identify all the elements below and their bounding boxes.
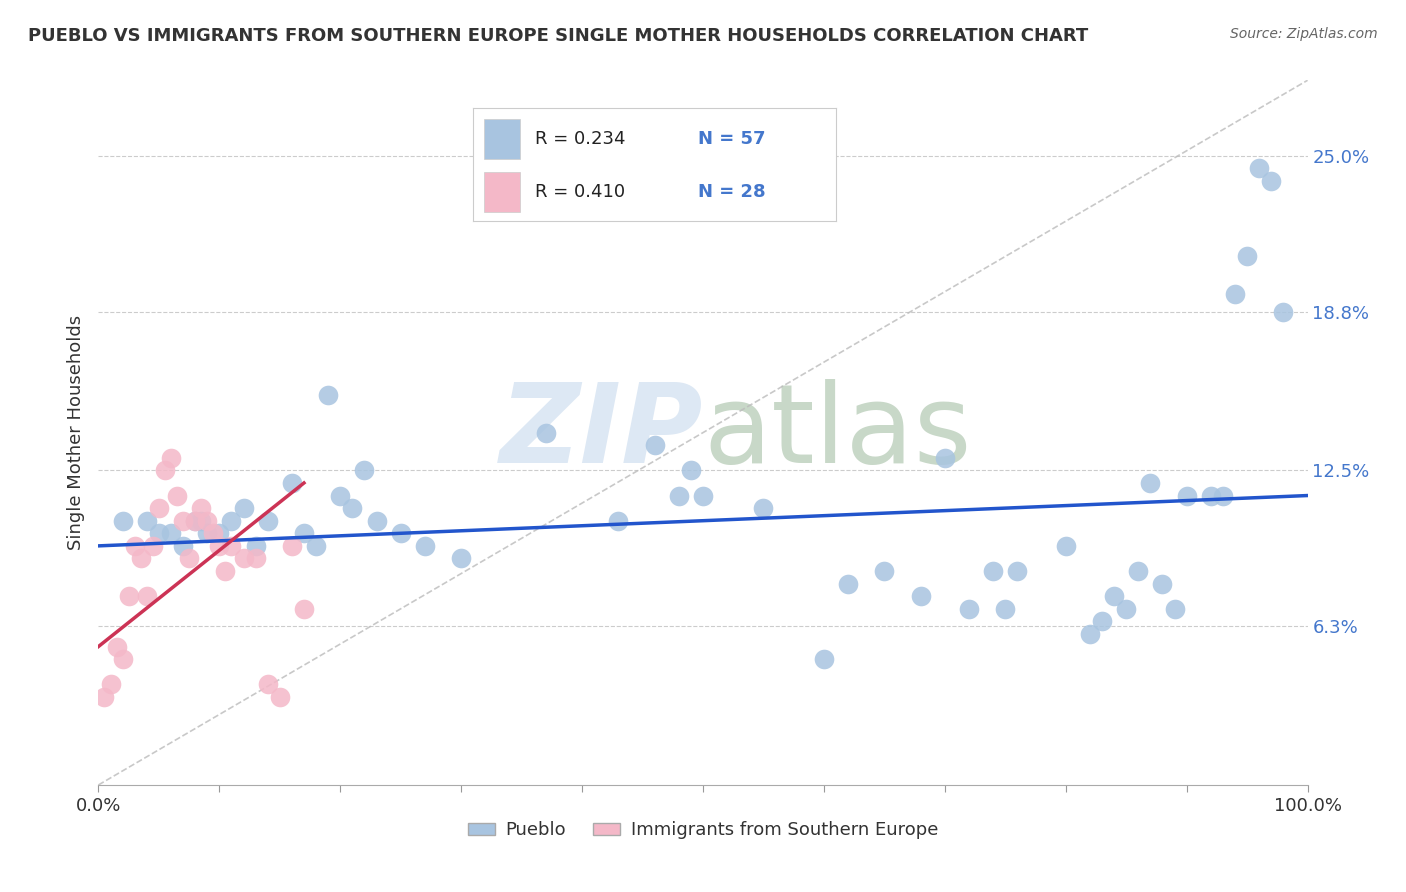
- Point: [366, 514, 388, 528]
- Point: [1236, 250, 1258, 264]
- Point: [256, 677, 278, 691]
- Point: [292, 526, 315, 541]
- Point: [142, 539, 165, 553]
- Point: [153, 463, 176, 477]
- Point: [148, 526, 170, 541]
- Point: [752, 501, 775, 516]
- Point: [135, 514, 157, 528]
- Text: PUEBLO VS IMMIGRANTS FROM SOUTHERN EUROPE SINGLE MOTHER HOUSEHOLDS CORRELATION C: PUEBLO VS IMMIGRANTS FROM SOUTHERN EUROP…: [28, 27, 1088, 45]
- Point: [184, 514, 207, 528]
- Point: [1163, 602, 1185, 616]
- Point: [124, 539, 146, 553]
- Legend: Pueblo, Immigrants from Southern Europe: Pueblo, Immigrants from Southern Europe: [460, 814, 946, 847]
- Point: [172, 539, 194, 553]
- Point: [1152, 576, 1174, 591]
- Point: [292, 602, 315, 616]
- Point: [172, 514, 194, 528]
- Point: [1272, 305, 1295, 319]
- Point: [93, 690, 115, 704]
- Point: [256, 514, 278, 528]
- Point: [981, 564, 1004, 578]
- Point: [316, 388, 339, 402]
- Point: [692, 489, 714, 503]
- Point: [910, 589, 932, 603]
- Point: [1102, 589, 1125, 603]
- Point: [202, 526, 225, 541]
- Point: [135, 589, 157, 603]
- Point: [195, 514, 218, 528]
- Point: [214, 564, 236, 578]
- Point: [353, 463, 375, 477]
- Point: [668, 489, 690, 503]
- Point: [873, 564, 896, 578]
- Point: [934, 450, 956, 465]
- Point: [1078, 627, 1101, 641]
- Point: [329, 489, 352, 503]
- Point: [190, 514, 212, 528]
- Point: [1054, 539, 1077, 553]
- Point: [1223, 287, 1246, 301]
- Point: [160, 526, 183, 541]
- Point: [1139, 475, 1161, 490]
- Point: [221, 539, 243, 553]
- Point: [1260, 174, 1282, 188]
- Point: [1249, 161, 1271, 176]
- Point: [160, 450, 183, 465]
- Point: [413, 539, 436, 553]
- Point: [342, 501, 364, 516]
- Point: [534, 425, 557, 440]
- Point: [281, 539, 304, 553]
- Point: [1091, 615, 1114, 629]
- Point: [607, 514, 630, 528]
- Point: [389, 526, 412, 541]
- Point: [221, 514, 243, 528]
- Point: [148, 501, 170, 516]
- Point: [105, 640, 128, 654]
- Point: [208, 539, 231, 553]
- Point: [245, 551, 267, 566]
- Point: [1128, 564, 1150, 578]
- Point: [957, 602, 980, 616]
- Point: [232, 501, 254, 516]
- Point: [644, 438, 666, 452]
- Point: [1175, 489, 1198, 503]
- Point: [111, 514, 134, 528]
- Text: ZIP: ZIP: [499, 379, 703, 486]
- Point: [305, 539, 328, 553]
- Point: [179, 551, 201, 566]
- Point: [118, 589, 141, 603]
- Point: [232, 551, 254, 566]
- Point: [813, 652, 835, 666]
- Point: [450, 551, 472, 566]
- Point: [994, 602, 1017, 616]
- Point: [100, 677, 122, 691]
- Point: [190, 501, 212, 516]
- Point: [208, 526, 231, 541]
- Point: [269, 690, 291, 704]
- Point: [184, 514, 207, 528]
- Y-axis label: Single Mother Households: Single Mother Households: [66, 315, 84, 550]
- Text: Source: ZipAtlas.com: Source: ZipAtlas.com: [1230, 27, 1378, 41]
- Text: atlas: atlas: [703, 379, 972, 486]
- Point: [111, 652, 134, 666]
- Point: [166, 489, 188, 503]
- Point: [195, 526, 218, 541]
- Point: [1212, 489, 1234, 503]
- Point: [1199, 489, 1222, 503]
- Point: [1007, 564, 1029, 578]
- Point: [679, 463, 702, 477]
- Point: [245, 539, 267, 553]
- Point: [1115, 602, 1137, 616]
- Point: [837, 576, 859, 591]
- Point: [129, 551, 152, 566]
- Point: [281, 475, 304, 490]
